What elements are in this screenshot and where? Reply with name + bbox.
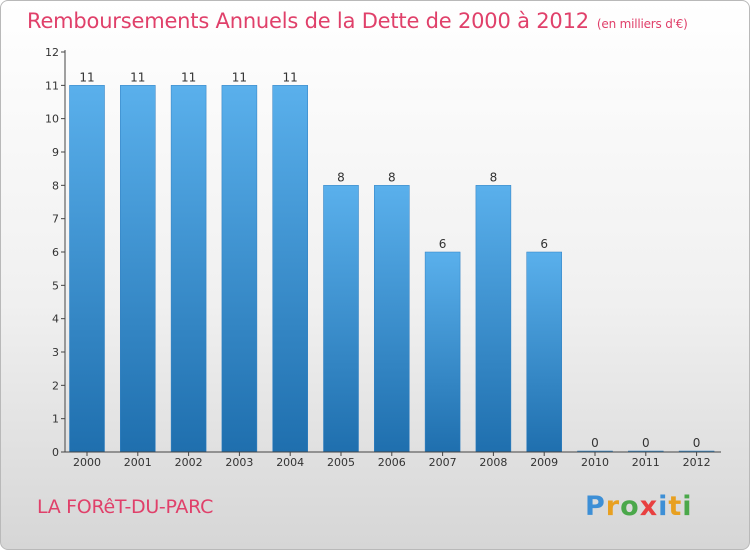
logo-letter: o bbox=[620, 491, 640, 522]
chart-title-text: Remboursements Annuels de la Dette de 20… bbox=[27, 9, 589, 33]
bar bbox=[323, 185, 359, 453]
proxiti-logo[interactable]: Proxiti bbox=[585, 491, 693, 522]
x-tick-label: 2012 bbox=[683, 456, 711, 469]
bar-value-label: 11 bbox=[283, 70, 298, 84]
y-tick-label: 7 bbox=[52, 213, 59, 226]
y-tick-label: 0 bbox=[52, 446, 59, 459]
x-tick-label: 2007 bbox=[429, 456, 457, 469]
y-tick-label: 3 bbox=[52, 346, 59, 359]
logo-letter: r bbox=[605, 491, 621, 522]
bar bbox=[170, 85, 207, 453]
bar-value-label: 11 bbox=[232, 70, 247, 84]
x-tick-label: 2004 bbox=[276, 456, 304, 469]
bar-value-label: 0 bbox=[642, 436, 650, 450]
logo-letter: P bbox=[585, 491, 606, 522]
x-tick-label: 2006 bbox=[378, 456, 406, 469]
x-tick-label: 2002 bbox=[175, 456, 203, 469]
bar-value-label: 8 bbox=[337, 170, 345, 184]
y-tick-label: 4 bbox=[52, 313, 59, 326]
logo-letter: i bbox=[658, 491, 669, 522]
y-tick-label: 5 bbox=[52, 279, 59, 292]
logo-letter: i bbox=[682, 491, 693, 522]
x-tick-label: 2008 bbox=[479, 456, 507, 469]
y-tick-label: 2 bbox=[52, 379, 59, 392]
bar-value-label: 0 bbox=[693, 436, 701, 450]
x-tick-label: 2011 bbox=[632, 456, 660, 469]
y-tick-label: 10 bbox=[45, 113, 59, 126]
y-tick-label: 12 bbox=[45, 46, 59, 59]
bar-value-label: 11 bbox=[130, 70, 145, 84]
x-tick-label: 2010 bbox=[581, 456, 609, 469]
bar bbox=[272, 85, 308, 453]
chart-title: Remboursements Annuels de la Dette de 20… bbox=[27, 9, 688, 33]
bar-value-label: 11 bbox=[181, 70, 196, 84]
bar-value-label: 0 bbox=[591, 436, 599, 450]
x-tick-label: 2005 bbox=[327, 456, 355, 469]
bar bbox=[475, 185, 512, 453]
logo-letter: x bbox=[639, 491, 659, 522]
x-tick-label: 2009 bbox=[530, 456, 558, 469]
x-tick-label: 2003 bbox=[225, 456, 253, 469]
y-tick-label: 8 bbox=[52, 179, 59, 192]
y-tick-label: 6 bbox=[52, 246, 59, 259]
x-tick-label: 2000 bbox=[73, 456, 101, 469]
bar bbox=[69, 85, 105, 453]
bar bbox=[374, 185, 410, 453]
y-tick-label: 9 bbox=[52, 146, 59, 159]
y-tick-label: 11 bbox=[45, 79, 59, 92]
y-tick-label: 1 bbox=[52, 413, 59, 426]
bar-value-label: 6 bbox=[540, 237, 548, 251]
place-name: LA FORêT-DU-PARC bbox=[37, 496, 214, 518]
bar bbox=[221, 85, 258, 453]
bar bbox=[120, 85, 156, 453]
bar bbox=[526, 251, 562, 453]
bar-value-label: 8 bbox=[490, 170, 498, 184]
logo-letter: t bbox=[668, 491, 683, 522]
bar-value-label: 6 bbox=[439, 237, 447, 251]
chart-subtitle: (en milliers d'€) bbox=[596, 17, 688, 31]
x-tick-label: 2001 bbox=[124, 456, 152, 469]
bar bbox=[424, 251, 461, 453]
bar-value-label: 11 bbox=[79, 70, 94, 84]
bar-value-label: 8 bbox=[388, 170, 396, 184]
